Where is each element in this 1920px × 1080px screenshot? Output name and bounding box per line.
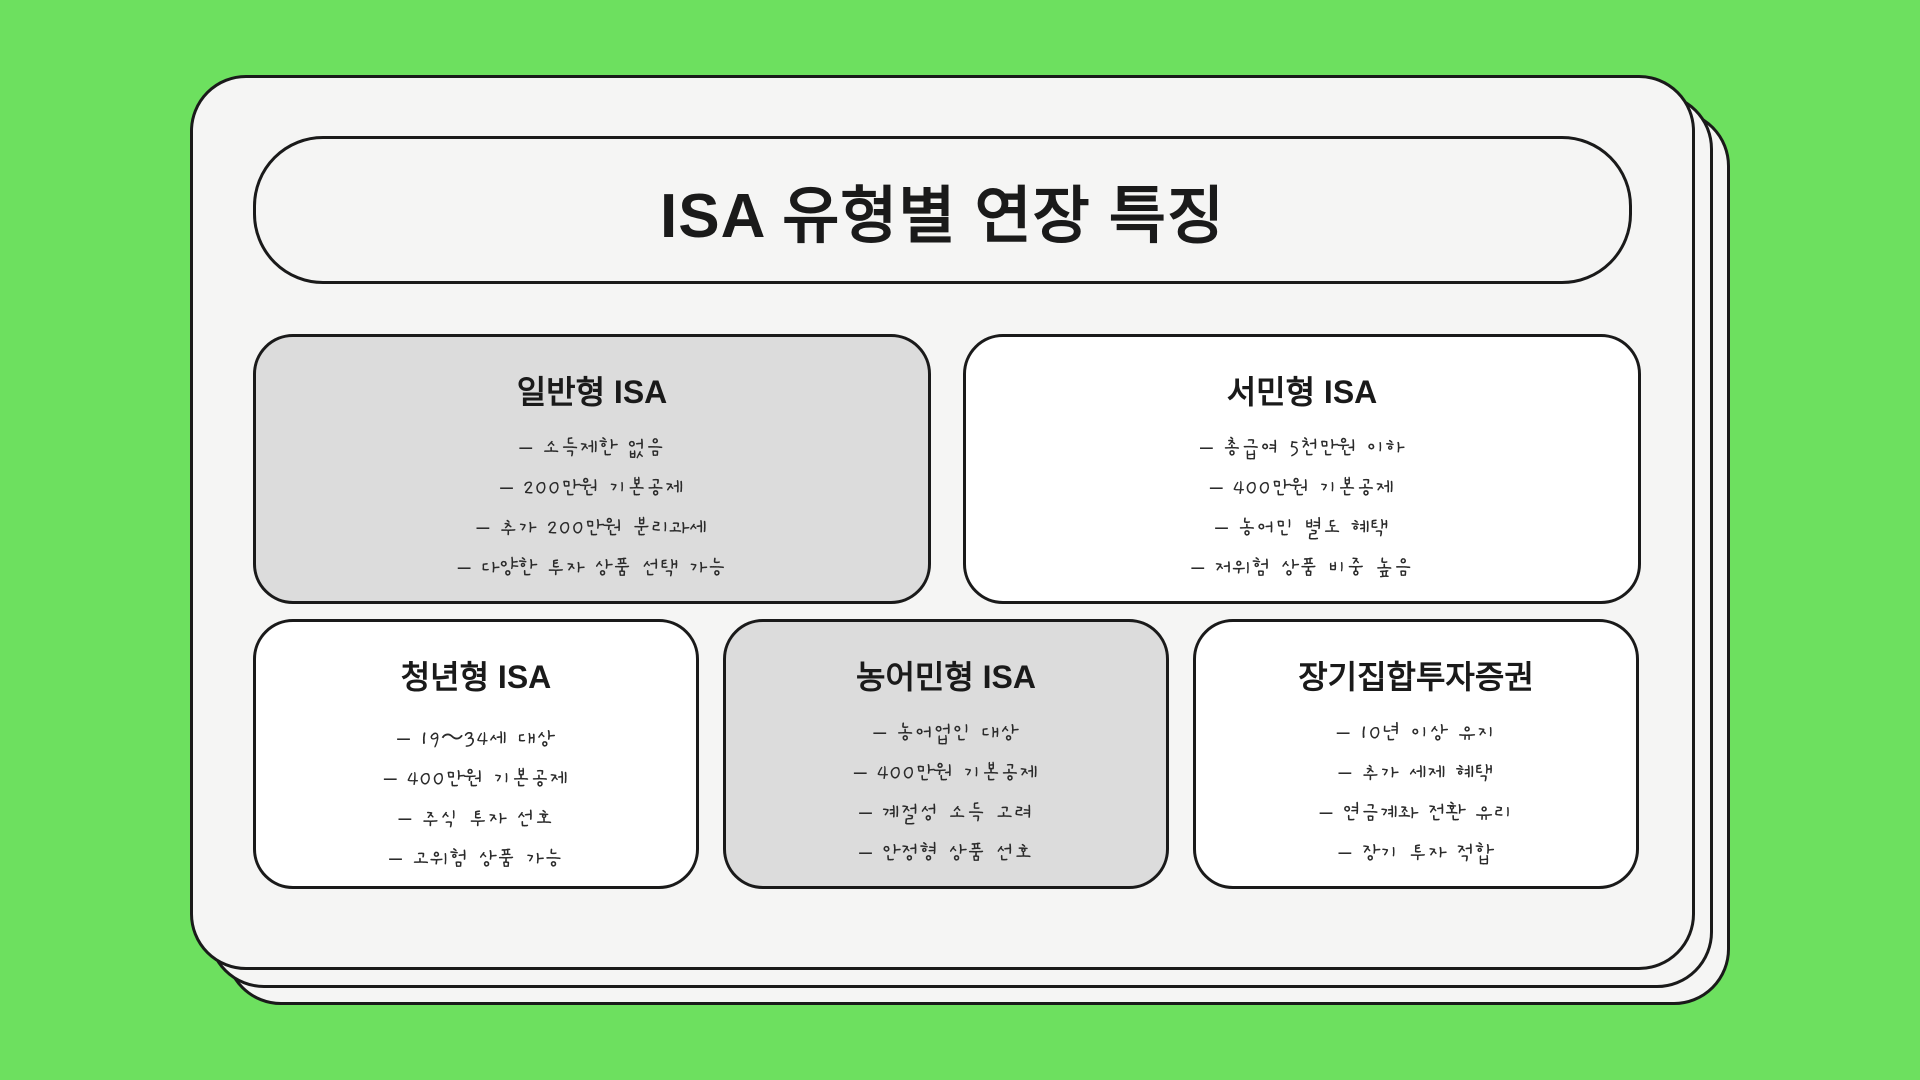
bullet-item: – 400만원 기본공제 [280, 764, 672, 794]
card-heading: 청년형 ISA [280, 652, 672, 698]
bullet-list: – 소득제한 없음 – 200만원 기본공제 – 추가 200만원 분리과세 –… [280, 433, 904, 583]
card-heading: 일반형 ISA [280, 367, 904, 413]
bullet-list: – 농어업인 대상 – 400만원 기본공제 – 계절성 소득 고려 – 안정형… [750, 718, 1142, 868]
bullet-list: – 10년 이상 유지 – 추가 세제 혜택 – 연금계좌 전환 유리 – 장기… [1220, 718, 1612, 868]
bullet-item: – 추가 200만원 분리과세 [280, 513, 904, 543]
bullet-item: – 추가 세제 혜택 [1220, 758, 1612, 788]
stack-front-layer: ISA 유형별 연장 특징 일반형 ISA – 소득제한 없음 – 200만원 … [190, 75, 1695, 970]
card-general-isa: 일반형 ISA – 소득제한 없음 – 200만원 기본공제 – 추가 200만… [253, 334, 931, 604]
bullet-list: – 총급여 5천만원 이하 – 400만원 기본공제 – 농어민 별도 혜택 –… [990, 433, 1614, 583]
card-stack: ISA 유형별 연장 특징 일반형 ISA – 소득제한 없음 – 200만원 … [190, 75, 1730, 1005]
bullet-item: – 400만원 기본공제 [990, 473, 1614, 503]
card-longterm-fund: 장기집합투자증권 – 10년 이상 유지 – 추가 세제 혜택 – 연금계좌 전… [1193, 619, 1639, 889]
bullet-item: – 19～34세 대상 [280, 718, 672, 754]
card-seomin-isa: 서민형 ISA – 총급여 5천만원 이하 – 400만원 기본공제 – 농어민… [963, 334, 1641, 604]
page-title: ISA 유형별 연장 특징 [296, 165, 1589, 255]
bullet-item: – 안정형 상품 선호 [750, 838, 1142, 868]
bullet-item: – 200만원 기본공제 [280, 473, 904, 503]
cards-area: 일반형 ISA – 소득제한 없음 – 200만원 기본공제 – 추가 200만… [253, 334, 1632, 954]
card-heading: 농어민형 ISA [750, 652, 1142, 698]
bullet-item: – 다양한 투자 상품 선택 가능 [280, 553, 904, 583]
bullet-item: – 연금계좌 전환 유리 [1220, 798, 1612, 828]
title-pill: ISA 유형별 연장 특징 [253, 136, 1632, 284]
bullet-item: – 10년 이상 유지 [1220, 718, 1612, 748]
bullet-item: – 소득제한 없음 [280, 433, 904, 463]
bullet-item: – 농어업인 대상 [750, 718, 1142, 748]
bullet-list: – 19～34세 대상 – 400만원 기본공제 – 주식 투자 선호 – 고위… [280, 718, 672, 874]
bullet-item: – 농어민 별도 혜택 [990, 513, 1614, 543]
bullet-item: – 고위험 상품 가능 [280, 844, 672, 874]
bullet-item: – 400만원 기본공제 [750, 758, 1142, 788]
card-heading: 서민형 ISA [990, 367, 1614, 413]
bullet-item: – 저위험 상품 비중 높음 [990, 553, 1614, 583]
card-youth-isa: 청년형 ISA – 19～34세 대상 – 400만원 기본공제 – 주식 투자… [253, 619, 699, 889]
card-heading: 장기집합투자증권 [1220, 652, 1612, 698]
bullet-item: – 주식 투자 선호 [280, 804, 672, 834]
bullet-item: – 총급여 5천만원 이하 [990, 433, 1614, 463]
bullet-item: – 장기 투자 적합 [1220, 838, 1612, 868]
card-farmer-isa: 농어민형 ISA – 농어업인 대상 – 400만원 기본공제 – 계절성 소득… [723, 619, 1169, 889]
bullet-item: – 계절성 소득 고려 [750, 798, 1142, 828]
